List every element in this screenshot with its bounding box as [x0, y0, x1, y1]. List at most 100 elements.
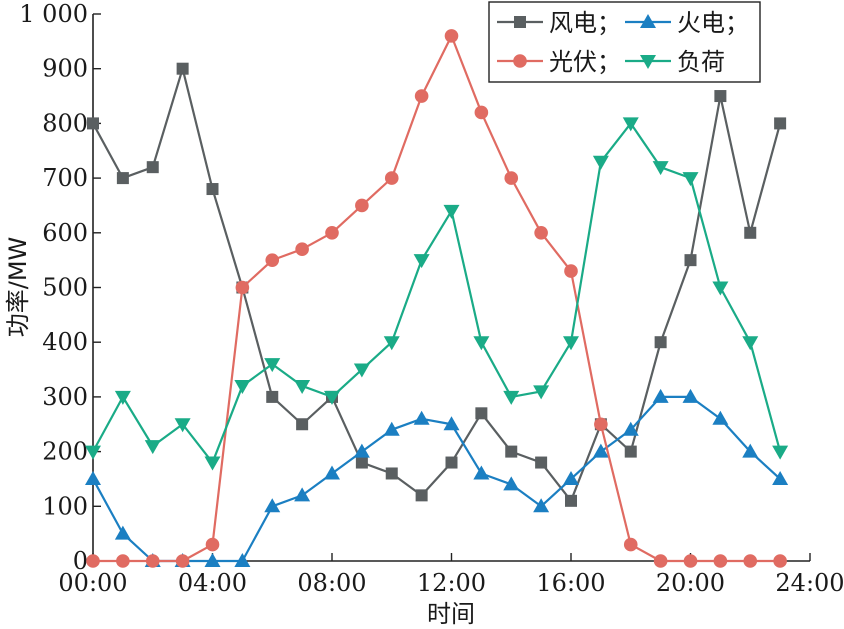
series-line — [92, 122, 782, 464]
legend-label: 风电； — [549, 9, 621, 37]
data-point — [413, 410, 430, 425]
data-point — [206, 183, 219, 196]
data-point — [443, 416, 460, 431]
data-point — [772, 470, 789, 485]
data-point — [563, 336, 579, 351]
data-point — [772, 445, 789, 460]
series-2 — [86, 29, 787, 568]
data-point — [86, 554, 100, 568]
y-tick-label: 700 — [42, 164, 88, 192]
x-tick-label: 20:00 — [656, 569, 725, 597]
data-point — [114, 525, 131, 540]
y-tick-label: 900 — [42, 55, 88, 83]
legend-label: 光伏； — [549, 48, 621, 76]
data-point — [264, 358, 281, 373]
y-tick-label: 800 — [42, 109, 88, 137]
x-tick-label: 24:00 — [775, 569, 844, 597]
data-point — [383, 336, 400, 351]
data-point — [385, 467, 398, 480]
data-point — [744, 226, 757, 239]
data-point — [296, 418, 309, 431]
data-point — [473, 336, 490, 351]
data-point — [175, 554, 190, 568]
data-point — [533, 385, 550, 400]
data-point — [652, 388, 669, 403]
data-point — [414, 89, 429, 103]
data-point — [146, 161, 159, 174]
data-point — [85, 470, 101, 485]
legend-marker — [513, 54, 527, 68]
x-tick-label: 00:00 — [58, 569, 127, 597]
data-point — [264, 498, 281, 513]
legend-marker — [640, 55, 656, 69]
y-tick-label: 500 — [42, 274, 88, 302]
y-tick-label: 1 000 — [19, 0, 88, 28]
data-point — [353, 363, 370, 378]
y-tick-label: 300 — [42, 383, 88, 411]
data-point — [742, 443, 759, 458]
data-point — [653, 554, 668, 568]
data-point — [87, 117, 99, 130]
data-point — [324, 390, 340, 405]
data-point — [774, 117, 787, 130]
y-tick-label: 400 — [42, 328, 88, 356]
data-point — [235, 280, 250, 295]
data-point — [325, 226, 339, 240]
data-point — [234, 553, 251, 567]
x-axis-title: 时间 — [427, 600, 475, 628]
data-point — [682, 172, 699, 187]
data-point — [622, 117, 639, 132]
data-point — [266, 390, 279, 403]
y-tick-label: 100 — [42, 492, 88, 520]
data-point — [503, 476, 520, 491]
data-point — [713, 554, 728, 568]
data-point — [145, 554, 160, 568]
y-ticks: 0 100 200 300 400 500 600 700 800 900 1 000 — [19, 0, 101, 575]
data-point — [444, 29, 459, 43]
data-point — [415, 489, 428, 502]
data-point — [205, 537, 220, 552]
data-point — [684, 254, 697, 267]
legend-label: 火电； — [677, 9, 749, 37]
data-point — [114, 390, 131, 405]
data-point — [384, 171, 399, 185]
data-point — [592, 155, 609, 170]
data-point — [504, 171, 519, 185]
data-point — [265, 253, 280, 267]
x-ticks: 00:00 04:00 08:00 12:00 16:00 20:00 24:00 — [58, 553, 844, 597]
data-point — [475, 407, 488, 420]
y-tick-label: 200 — [42, 438, 88, 466]
legend: 风电； 火电； 光伏； 负荷 — [488, 1, 761, 83]
data-point — [683, 554, 698, 568]
data-point — [533, 498, 550, 513]
data-point — [592, 443, 609, 458]
data-point — [234, 379, 251, 394]
data-point — [355, 456, 368, 469]
series-line — [92, 67, 782, 502]
data-point — [204, 456, 221, 471]
data-point — [413, 254, 430, 269]
data-point — [204, 553, 221, 567]
plot-area — [85, 29, 789, 568]
data-point — [624, 445, 637, 458]
data-point — [473, 465, 490, 480]
y-axis-title: 功率/MW — [4, 237, 32, 338]
data-point — [654, 336, 667, 349]
data-point — [594, 417, 608, 432]
series-line — [92, 395, 781, 563]
data-point — [535, 456, 548, 469]
x-tick-label: 16:00 — [536, 569, 605, 597]
data-point — [564, 264, 578, 278]
axes — [92, 14, 810, 562]
y-tick-label: 600 — [42, 219, 88, 247]
data-point — [563, 470, 579, 485]
data-point — [443, 204, 460, 219]
data-point — [503, 390, 520, 405]
y-tick-label: 0 — [73, 547, 88, 575]
data-point — [474, 105, 489, 120]
data-point — [116, 172, 129, 185]
data-point — [85, 445, 101, 460]
data-point — [355, 198, 369, 213]
data-point — [565, 494, 577, 507]
